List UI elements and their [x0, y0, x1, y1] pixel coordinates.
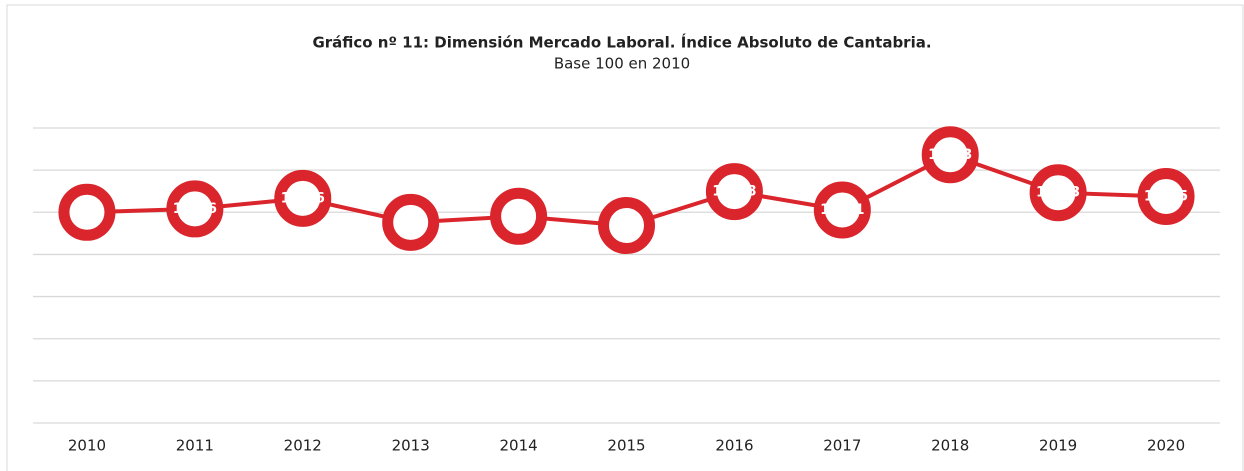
x-tick-label: 2020: [1147, 437, 1185, 455]
data-label: 101.1: [820, 202, 864, 218]
data-label: 93.7: [609, 218, 644, 234]
marker: [813, 181, 871, 239]
x-tick-label: 2011: [176, 437, 214, 455]
chart-subtitle: Base 100 en 2010: [554, 55, 690, 73]
data-label: 109.3: [1036, 185, 1080, 201]
x-tick-label: 2018: [931, 437, 969, 455]
marker: [490, 187, 548, 245]
data-label: 106.6: [281, 190, 325, 206]
marker: [598, 197, 655, 255]
x-tick-label: 2017: [823, 437, 861, 455]
marker: [166, 180, 224, 238]
x-tick-label: 2014: [499, 437, 537, 455]
data-label: 107.5: [1144, 188, 1188, 204]
marker: [1029, 164, 1087, 222]
marker: [274, 169, 332, 227]
data-label: 98.1: [501, 208, 536, 224]
chart-title: Gráfico nº 11: Dimensión Mercado Laboral…: [312, 33, 931, 52]
x-tick-label: 2016: [715, 437, 753, 455]
data-label: 127.3: [928, 147, 972, 163]
x-tick-label: 2013: [392, 437, 430, 455]
x-tick-label: 2010: [68, 437, 106, 455]
marker: [58, 183, 116, 241]
x-tick-label: 2019: [1039, 437, 1077, 455]
x-tick-label: 2012: [284, 437, 322, 455]
marker: [1137, 167, 1195, 225]
data-label: 100: [72, 204, 101, 220]
data-label: 95.2: [393, 214, 428, 230]
marker: [921, 126, 979, 184]
data-label: 101.6: [173, 201, 217, 217]
marker: [705, 163, 763, 221]
x-tick-label: 2015: [607, 437, 645, 455]
marker: [382, 193, 440, 251]
data-label: 109.8: [712, 184, 756, 200]
